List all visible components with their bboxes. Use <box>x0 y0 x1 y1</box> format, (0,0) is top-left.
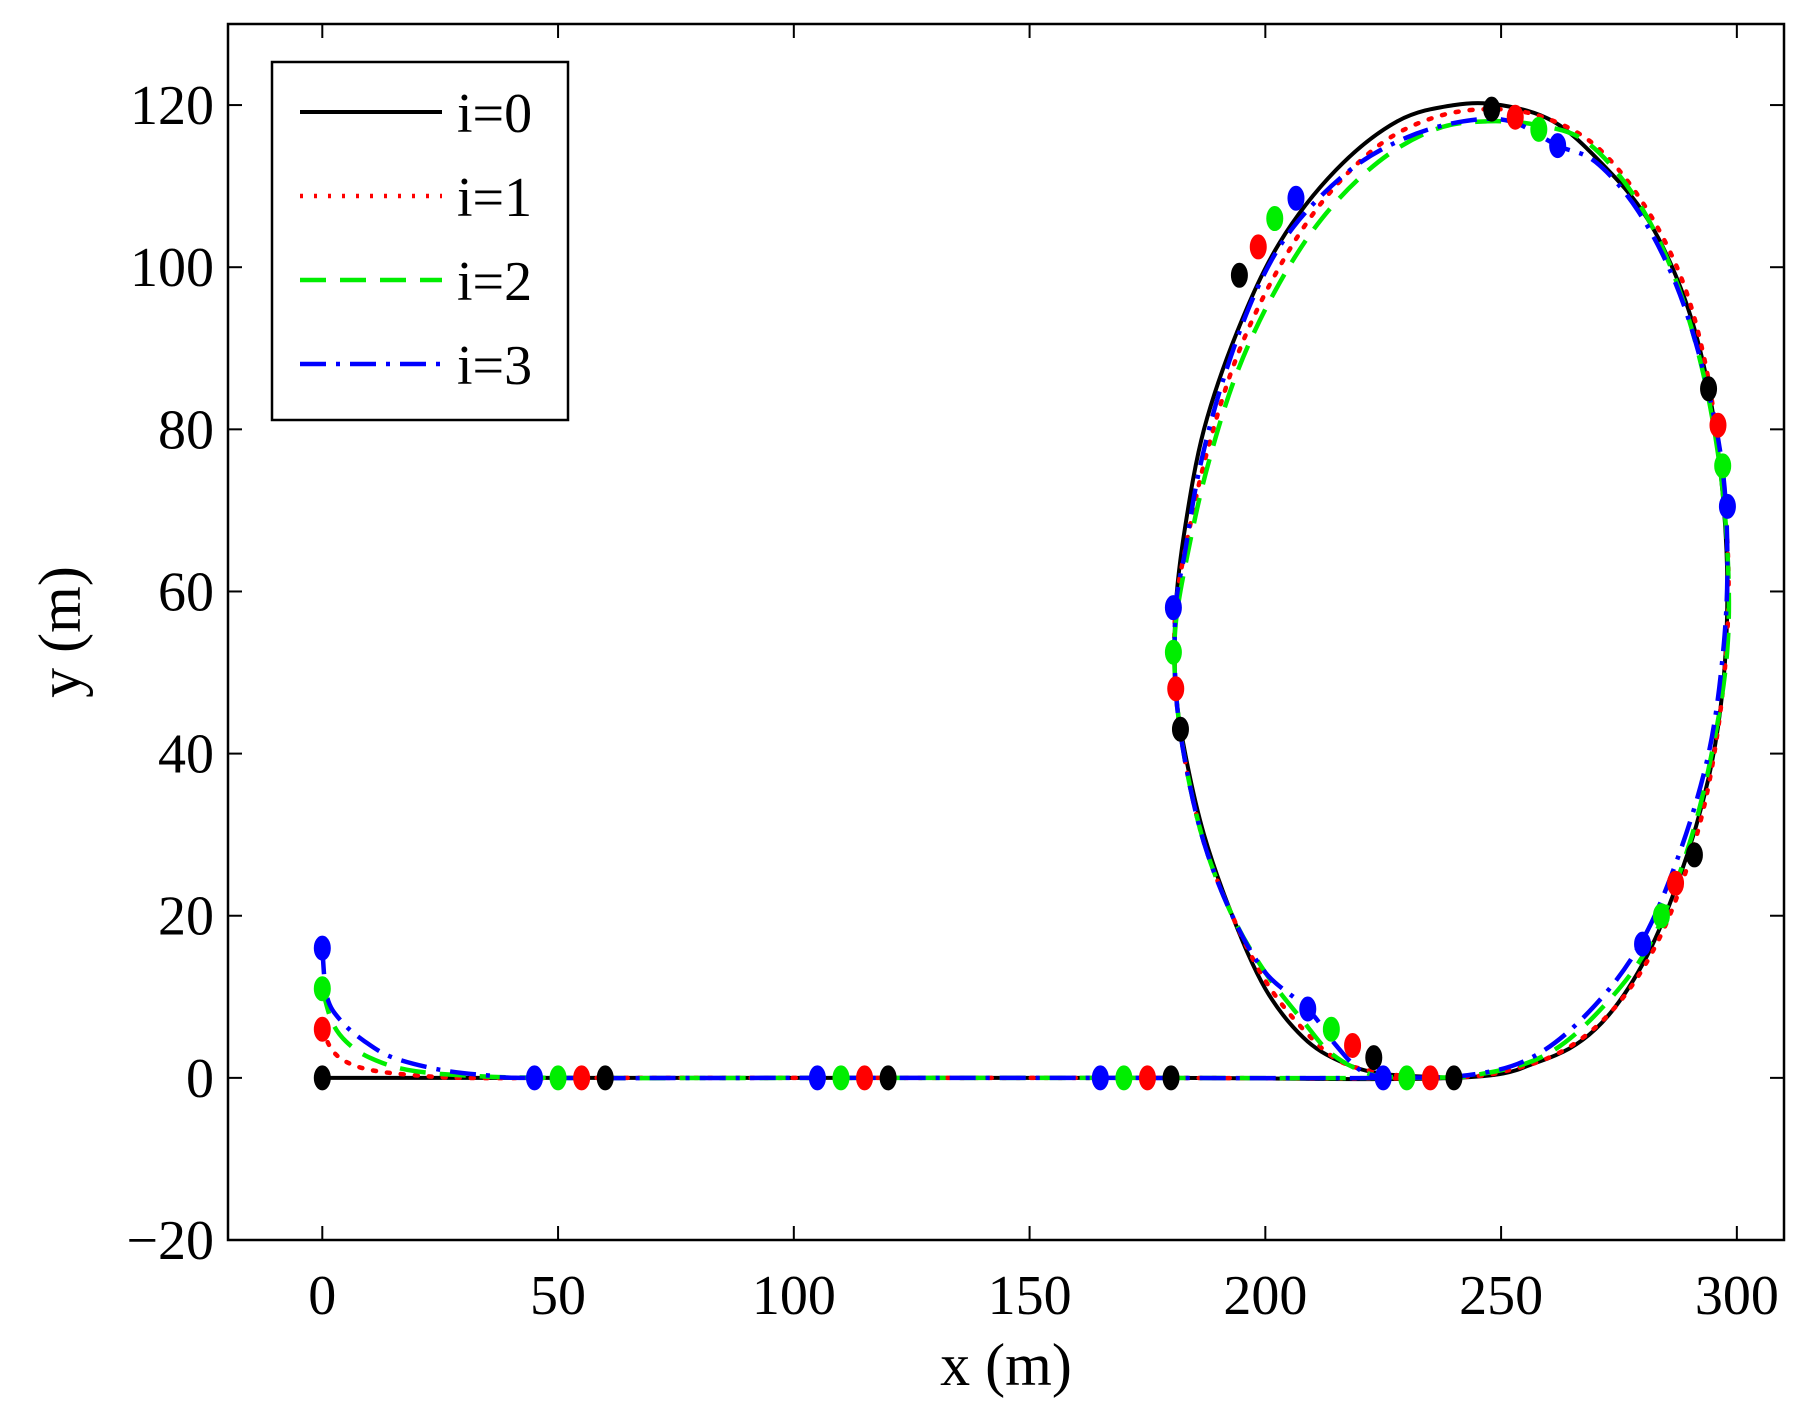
series-1-marker-8 <box>1506 104 1524 130</box>
series-3-marker-9 <box>1718 493 1736 519</box>
y-axis-label: y (m) <box>27 566 93 698</box>
series-1-marker-9 <box>1709 412 1727 438</box>
series-3-marker-1 <box>525 1065 543 1091</box>
legend-label-3: i=3 <box>457 335 532 397</box>
y-tick-label: 100 <box>130 237 214 299</box>
y-tick-label: 80 <box>158 399 214 461</box>
series-0-marker-6 <box>1171 716 1189 742</box>
y-tick-label: 20 <box>158 886 214 948</box>
series-1-marker-6 <box>1167 676 1185 702</box>
series-3-marker-10 <box>1634 931 1652 957</box>
series-3-marker-2 <box>808 1065 826 1091</box>
series-0-marker-10 <box>1685 842 1703 868</box>
series-2-marker-3 <box>1115 1065 1133 1091</box>
series-1-marker-7 <box>1249 234 1267 260</box>
x-tick-label: 0 <box>308 1265 336 1327</box>
x-axis-label: x (m) <box>940 1332 1072 1398</box>
x-tick-label: 300 <box>1695 1265 1779 1327</box>
series-3-marker-0 <box>313 935 331 961</box>
x-tick-label: 100 <box>752 1265 836 1327</box>
series-1-marker-4 <box>1421 1065 1439 1091</box>
x-tick-label: 150 <box>988 1265 1072 1327</box>
y-tick-label: 40 <box>158 724 214 786</box>
marker-layer <box>313 96 1736 1091</box>
y-tick-label: 60 <box>158 561 214 623</box>
series-3-marker-7 <box>1287 185 1305 211</box>
y-tick-label: −20 <box>126 1210 214 1272</box>
series-2-marker-10 <box>1652 903 1670 929</box>
plot-area-frame <box>226 22 1786 1242</box>
series-0-marker-1 <box>596 1065 614 1091</box>
series-2-marker-8 <box>1530 116 1548 142</box>
series-0-marker-8 <box>1483 96 1501 122</box>
series-0-marker-3 <box>1162 1065 1180 1091</box>
series-0-marker-0 <box>313 1065 331 1091</box>
series-2-marker-4 <box>1398 1065 1416 1091</box>
series-1-marker-1 <box>573 1065 591 1091</box>
y-tick-label: 120 <box>130 75 214 137</box>
legend-label-2: i=2 <box>457 251 532 313</box>
series-2-marker-7 <box>1266 206 1284 232</box>
legend-box <box>270 60 570 422</box>
legend: i=0 i=1 i=2 i=3 <box>270 60 570 422</box>
series-2-marker-5 <box>1322 1016 1340 1042</box>
series-0-marker-5 <box>1365 1045 1383 1071</box>
series-3-marker-8 <box>1549 133 1567 159</box>
series-1-marker-10 <box>1667 870 1685 896</box>
x-tick-label: 50 <box>530 1265 586 1327</box>
series-1-marker-0 <box>313 1016 331 1042</box>
series-0-marker-9 <box>1700 376 1718 402</box>
series-1-marker-3 <box>1138 1065 1156 1091</box>
axis-ticks: 0 50 100 150 200 250 300 −20 0 20 40 60 80 100 120 <box>126 24 1784 1327</box>
x-tick-label: 200 <box>1223 1265 1307 1327</box>
series-2-marker-0 <box>313 976 331 1002</box>
series-2-marker-2 <box>832 1065 850 1091</box>
series-2-marker-6 <box>1164 639 1182 665</box>
series-2-marker-1 <box>549 1065 567 1091</box>
series-2-marker-9 <box>1714 453 1732 479</box>
legend-label-1: i=1 <box>457 167 532 229</box>
series-0-marker-4 <box>1445 1065 1463 1091</box>
series-1-marker-5 <box>1344 1032 1362 1058</box>
series-0-marker-2 <box>879 1065 897 1091</box>
series-3-marker-4 <box>1374 1065 1392 1091</box>
legend-label-0: i=0 <box>457 83 532 145</box>
x-tick-label: 250 <box>1459 1265 1543 1327</box>
series-3-marker-3 <box>1091 1065 1109 1091</box>
series-3-marker-5 <box>1299 996 1317 1022</box>
series-0-marker-7 <box>1230 262 1248 288</box>
series-1-marker-2 <box>856 1065 874 1091</box>
series-3-marker-6 <box>1164 595 1182 621</box>
y-tick-label: 0 <box>186 1048 214 1110</box>
